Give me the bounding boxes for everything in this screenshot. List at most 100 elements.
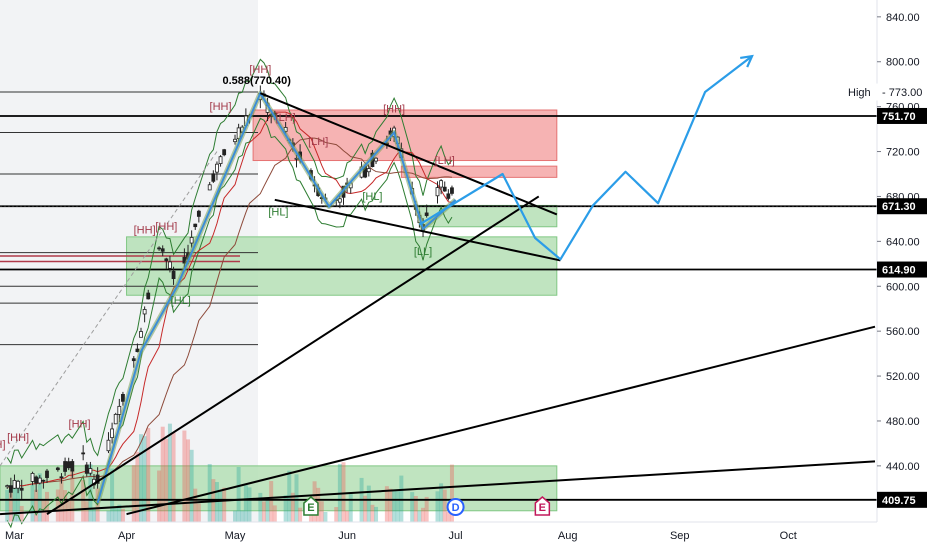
volume-bar: [446, 511, 451, 522]
volume-bar: [243, 485, 248, 522]
candle: [131, 358, 136, 362]
candle: [45, 470, 49, 478]
volume-bar: [392, 490, 397, 522]
price-badge-label: 409.75: [882, 495, 916, 507]
swing-label: [HL]: [268, 207, 288, 219]
candle: [215, 163, 219, 173]
event-badge-label: E: [307, 502, 314, 514]
candle: [160, 248, 165, 252]
zigzag-line: [96, 90, 457, 504]
x-tick-label: Aug: [558, 530, 578, 542]
volume-bar: [196, 503, 201, 522]
candle: [446, 193, 451, 199]
swing-label: [LH]: [276, 112, 296, 124]
price-badge: [876, 83, 928, 101]
candle: [196, 210, 201, 217]
volume-bar: [290, 492, 295, 522]
candle: [41, 479, 46, 482]
candle: [164, 258, 169, 261]
candle: [439, 180, 444, 188]
trendline[interactable]: [274, 198, 561, 262]
projection-path[interactable]: [418, 55, 753, 261]
supply-zone: [400, 165, 558, 178]
volume-bar: [81, 479, 86, 522]
volume-bar: [247, 487, 252, 522]
earnings-badge[interactable]: [534, 496, 551, 516]
candle: [34, 476, 39, 484]
swing-label: [HH]: [69, 419, 91, 431]
swing-label: [LL]: [414, 246, 432, 258]
candle: [139, 331, 143, 338]
price-badge-label: 751.70: [882, 111, 916, 123]
volume-bar: [193, 488, 198, 522]
candle: [171, 270, 176, 280]
volume-bar: [84, 501, 89, 522]
dividend-badge[interactable]: [446, 498, 465, 516]
volume-bar: [410, 492, 415, 522]
trendline[interactable]: [46, 195, 540, 515]
price-badge: [877, 198, 927, 215]
volume-bar: [319, 501, 324, 522]
volume-bar: [334, 507, 339, 522]
candle: [121, 394, 125, 402]
volume-bar: [189, 449, 194, 522]
volume-bar: [160, 426, 165, 522]
y-tick-label: 840.00: [886, 12, 920, 24]
volume-bar: [435, 491, 440, 522]
volume-bar: [66, 500, 71, 522]
candle: [189, 237, 194, 244]
x-tick-label: Apr: [118, 530, 135, 542]
earnings-badge[interactable]: [303, 496, 319, 516]
volume-bar: [363, 495, 368, 522]
fib-trendline: [0, 151, 218, 467]
event-badge-label: E: [539, 502, 546, 514]
volume-bar: [110, 468, 115, 522]
candle: [88, 468, 93, 474]
y-tick-label: 640.00: [886, 236, 920, 248]
x-tick-label: May: [225, 530, 246, 542]
volume-bar: [19, 505, 24, 522]
y-tick-label: 440.00: [886, 461, 920, 473]
lower-band-line: [6, 117, 453, 529]
high-label: High: [848, 87, 871, 99]
candle: [218, 156, 223, 164]
swing-label: H]: [0, 439, 6, 451]
volume-bar: [34, 489, 39, 522]
candle: [66, 461, 71, 469]
volume-bar: [135, 451, 140, 522]
trendline[interactable]: [259, 92, 558, 216]
volume-bar: [421, 507, 426, 522]
fib-label: 0.588(770.40): [222, 75, 291, 87]
swing-label: [LH]: [435, 155, 455, 167]
price-badge-label: 671.30: [882, 201, 916, 213]
candle: [435, 187, 440, 197]
trendline[interactable]: [0, 460, 876, 516]
swing-label: [HH]: [383, 103, 405, 115]
volume-bar: [106, 510, 111, 522]
swing-label: [HL]: [171, 295, 191, 307]
volume-bar: [131, 465, 136, 522]
volume-bar: [146, 427, 151, 522]
y-tick-label: 560.00: [886, 326, 920, 338]
y-tick-label: 520.00: [886, 371, 920, 383]
volume-bar: [117, 504, 122, 522]
trendline[interactable]: [126, 325, 876, 516]
candle: [84, 464, 89, 474]
candle: [450, 187, 454, 194]
volume-bar: [370, 504, 375, 522]
candle: [117, 405, 122, 415]
y-tick-label: 480.00: [886, 416, 920, 428]
volume-bar: [45, 491, 50, 522]
candle: [374, 157, 378, 162]
swing-label: [HH]: [7, 432, 29, 444]
volume-bar: [236, 466, 241, 522]
candle: [207, 184, 212, 191]
y-tick-label: 720.00: [886, 147, 920, 159]
candle: [70, 461, 75, 472]
volume-bar: [399, 475, 404, 522]
volume-bar: [157, 470, 162, 522]
volume-bar: [272, 505, 277, 522]
candle: [110, 428, 114, 439]
